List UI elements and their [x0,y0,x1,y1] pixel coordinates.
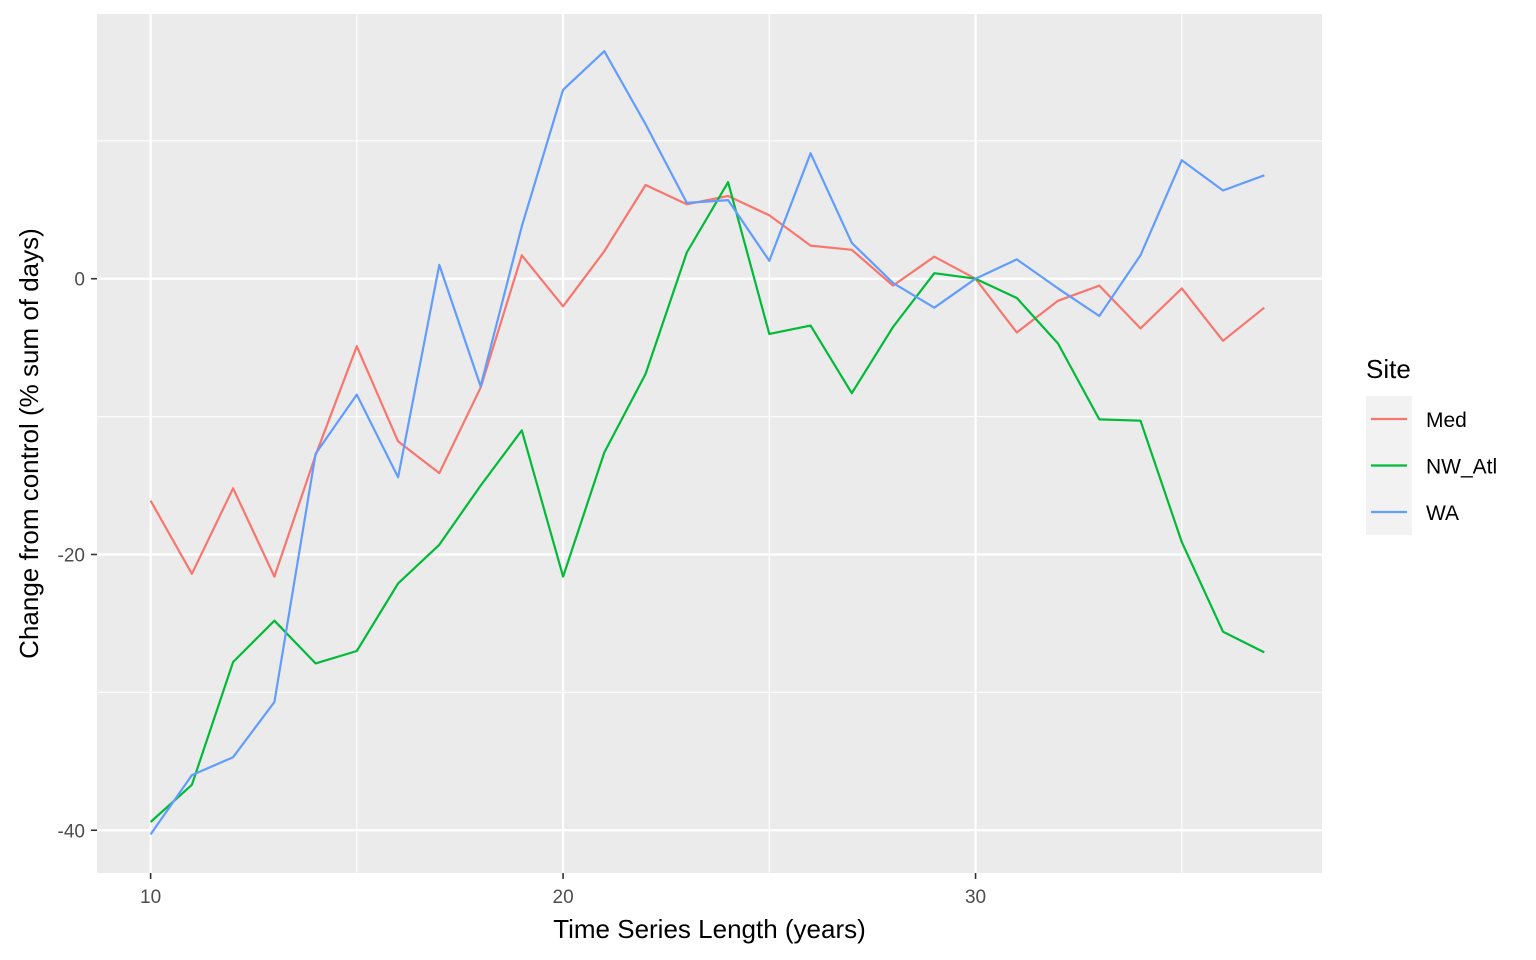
y-tick-label: 0 [74,270,85,291]
y-axis: -40 -20 0 [58,270,97,842]
series-line-wa [149,50,1265,836]
x-axis: 10 20 30 [140,873,986,908]
x-tick-label: 10 [140,887,161,908]
legend-item: WA [1371,502,1459,525]
y-tick-label: -20 [58,545,85,566]
series-line-med [149,183,1265,578]
legend-label: WA [1426,502,1459,525]
y-axis-title: Change from control (% sum of days) [14,228,44,659]
legend-item: Med [1371,409,1467,432]
legend-title: Site [1366,354,1411,384]
legend-label: NW_Atl [1426,456,1497,479]
major-gridlines [97,14,1322,873]
x-axis-title: Time Series Length (years) [553,914,866,944]
minor-gridlines [97,14,1322,873]
x-tick-label: 20 [553,887,574,908]
y-tick-label: -40 [58,821,85,842]
legend-item: NW_Atl [1371,456,1497,479]
x-tick-label: 30 [965,887,986,908]
legend: Site Med NW_Atl WA [1366,354,1497,535]
legend-label: Med [1426,409,1467,432]
series-line-nw-atl [149,181,1265,823]
plot-panel [97,14,1322,873]
series-lines [149,50,1265,836]
